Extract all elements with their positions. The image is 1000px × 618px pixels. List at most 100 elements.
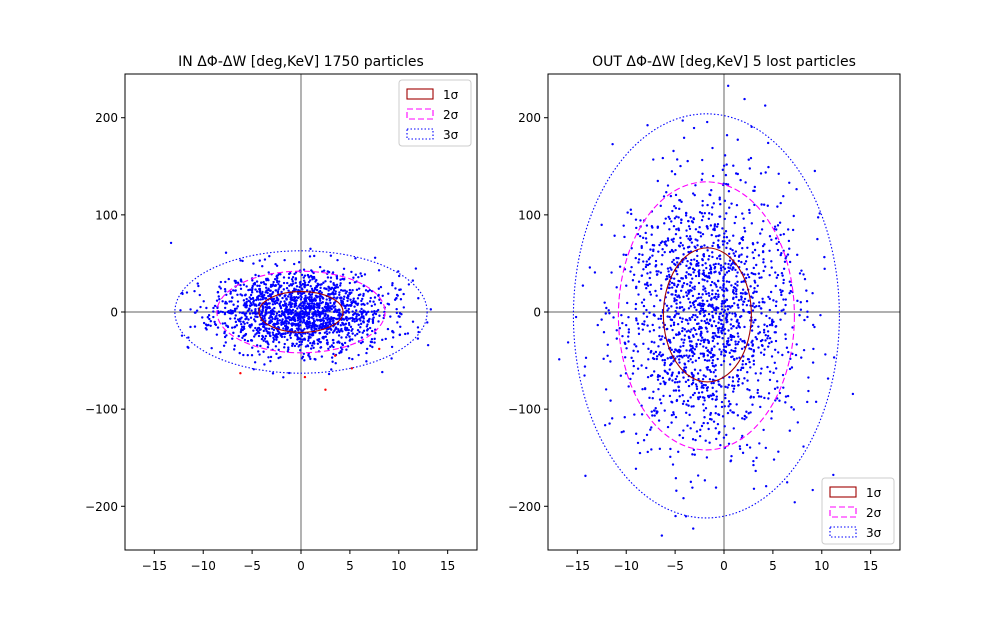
scatter-point [613,234,616,237]
scatter-point [689,358,692,361]
scatter-point [377,287,381,290]
scatter-point [748,208,751,212]
scatter-point [675,270,678,273]
scatter-point [741,434,744,438]
scatter-point [296,316,300,320]
scatter-point [298,285,301,289]
scatter-point [649,374,653,378]
scatter-point [631,279,635,282]
scatter-point [706,359,709,362]
scatter-point [696,239,699,242]
scatter-point [286,281,289,285]
scatter-point [328,317,331,320]
scatter-point [353,305,356,308]
scatter-point [347,307,350,311]
scatter-point [784,312,787,315]
scatter-point [648,290,652,294]
scatter-point [721,337,724,340]
scatter-point [624,253,628,257]
scatter-point [684,214,688,217]
scatter-point [719,267,723,270]
scatter-point [355,288,359,292]
scatter-point [778,221,782,224]
scatter-point [303,302,306,305]
scatter-point [331,304,334,307]
scatter-point [223,335,227,339]
scatter-point [291,308,295,312]
scatter-point [811,323,815,327]
scatter-point [727,343,730,347]
scatter-point [738,445,742,448]
scatter-point [354,257,357,260]
sigma-ellipse-2 [617,181,795,451]
scatter-point [782,281,785,285]
scatter-point [823,267,826,271]
scatter-point [305,306,308,310]
scatter-point [763,396,766,400]
scatter-point [681,260,684,264]
scatter-point [685,330,688,333]
scatter-point [632,364,635,368]
scatter-point [746,371,749,374]
scatter-point [266,340,269,343]
scatter-point [694,228,698,231]
scatter-point [714,262,717,266]
scatter-point [673,205,676,208]
x-tick-label: 10 [391,559,406,573]
scatter-point [700,339,703,342]
scatter-point [763,348,766,351]
scatter-point [351,332,354,335]
scatter-point [668,394,672,398]
scatter-point [250,289,254,292]
scatter-point [727,269,731,273]
scatter-point [345,348,348,351]
scatter-point [327,347,330,351]
scatter-point [668,275,671,279]
scatter-point [692,303,695,307]
scatter-point [686,319,689,322]
scatter-point [306,327,309,330]
scatter-point [694,274,698,278]
scatter-point [764,339,767,342]
x-tick-label: −15 [565,559,590,573]
scatter-point [650,340,654,344]
scatter-point [738,447,742,451]
scatter-point [330,368,333,371]
scatter-point [328,331,331,334]
scatter-point [743,273,746,276]
scatter-point [356,313,360,316]
scatter-point [290,305,293,308]
scatter-point [355,309,358,312]
scatter-point [234,289,237,292]
scatter-point [379,285,383,289]
scatter-point [328,299,331,302]
scatter-point [285,305,289,309]
scatter-point [359,272,362,275]
scatter-point [296,307,299,310]
scatter-point [701,263,704,267]
legend-swatch-3 [829,526,857,538]
scatter-point [351,327,354,331]
scatter-point [283,300,286,303]
scatter-point [632,273,636,276]
scatter-point [739,291,743,295]
scatter-point [271,303,275,306]
scatter-point [286,316,290,319]
scatter-point [702,355,705,358]
scatter-point [370,289,374,293]
scatter-point [307,339,310,342]
scatter-point [689,330,692,333]
scatter-point [610,417,614,420]
scatter-point [240,316,243,319]
scatter-point [261,290,264,294]
scatter-point [670,268,673,271]
scatter-point [691,438,695,441]
scatter-point [236,293,239,297]
scatter-point [746,379,749,382]
scatter-point [359,322,363,326]
scatter-point [602,357,605,361]
scatter-point [325,341,329,345]
scatter-point [234,281,237,285]
scatter-point [666,371,669,375]
scatter-point [623,341,627,344]
